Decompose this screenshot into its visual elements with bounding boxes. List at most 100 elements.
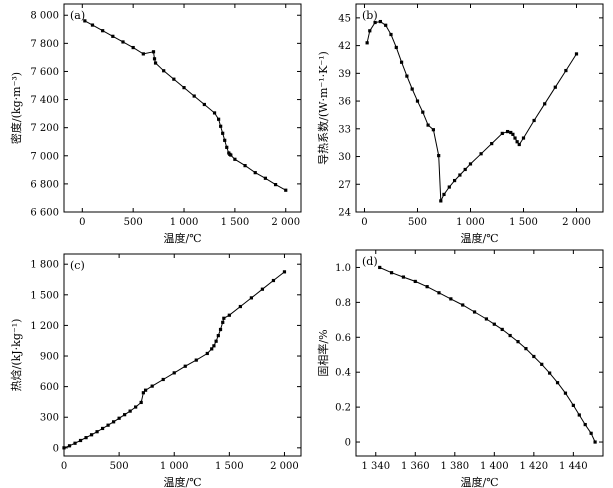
data-point (141, 52, 145, 56)
data-point (413, 279, 417, 284)
data-point (210, 347, 214, 351)
data-point (571, 403, 575, 407)
y-tick-label: 6 800 (30, 179, 59, 190)
data-point (263, 176, 267, 180)
data-point (218, 327, 223, 332)
data-point (593, 440, 597, 444)
data-point (425, 285, 429, 289)
data-point (273, 182, 278, 187)
data-point (112, 420, 116, 424)
data-point (452, 178, 457, 183)
data-point (389, 271, 394, 275)
data-point (405, 74, 409, 78)
data-point (516, 340, 520, 344)
data-point (183, 364, 187, 368)
data-point (373, 20, 377, 25)
data-point (378, 265, 382, 270)
panel-tag: (d) (362, 255, 378, 268)
data-point (212, 344, 216, 348)
panel-tag: (b) (362, 9, 378, 22)
data-point (229, 153, 233, 157)
data-point (284, 188, 288, 192)
y-axis-label: 热焓/(kJ·kg⁻¹) (9, 319, 23, 392)
data-point (505, 129, 510, 134)
y-tick-label: 1 500 (30, 290, 59, 301)
data-point (394, 45, 398, 50)
data-point (415, 99, 420, 103)
y-tick-label: 7 000 (30, 151, 59, 162)
data-point (152, 57, 157, 61)
y-tick-label: 1 800 (30, 260, 59, 271)
panel-c: 0 500 1 000 1 500 2 000 0 300 600 900 1 200 1 500 1… (9, 253, 302, 488)
data-point (219, 124, 223, 128)
data-point (532, 354, 536, 359)
data-point (205, 351, 209, 356)
data-point (100, 426, 105, 431)
data-point (225, 145, 229, 149)
data-point (249, 296, 253, 300)
data-point (421, 110, 425, 114)
x-tick-label: 1 000 (456, 217, 485, 228)
data-point (517, 142, 521, 147)
data-point (437, 291, 441, 295)
y-tick-label: 0.4 (335, 368, 351, 379)
data-point (222, 316, 226, 320)
data-point (513, 136, 517, 140)
data-point (221, 131, 225, 135)
y-tick-label: 7 600 (30, 67, 59, 78)
data-point (172, 371, 176, 375)
x-tick-label: 1 380 (440, 461, 469, 472)
y-tick-label: 45 (338, 13, 351, 24)
y-tick-label: 0.6 (335, 333, 351, 344)
data-point (217, 117, 221, 121)
x-axis-label: 温度/℃ (163, 231, 201, 245)
data-point (574, 52, 579, 56)
data-point (384, 23, 388, 27)
data-point (139, 400, 143, 405)
panel-d: 1 340 1 360 1 380 1 400 1 420 1 440 0 0.2 0.4 0.6… (316, 249, 604, 488)
panel-tag: (a) (70, 9, 85, 22)
x-tick-label: 1 000 (160, 461, 189, 472)
data-point (442, 192, 446, 197)
data-point (253, 171, 257, 175)
data-point (532, 118, 536, 123)
x-tick-label: 500 (124, 217, 143, 228)
data-point (153, 61, 158, 65)
data-point (508, 333, 512, 338)
data-point (238, 304, 242, 309)
data-point (243, 164, 247, 168)
data-point (399, 60, 404, 64)
data-point (437, 154, 441, 158)
x-tick-label: 0 (361, 217, 367, 228)
data-point (410, 87, 414, 91)
data-point (223, 138, 227, 142)
data-point (83, 19, 87, 23)
data-point (583, 422, 587, 427)
y-axis-label: 密度/(kg·m⁻³) (9, 72, 23, 144)
data-point (521, 136, 526, 140)
data-point (589, 431, 593, 435)
data-point (509, 130, 513, 135)
data-point (439, 199, 443, 203)
data-point (564, 68, 568, 73)
x-tick-label: 1 400 (480, 461, 509, 472)
y-tick-label: 42 (338, 41, 351, 52)
data-point (84, 436, 88, 440)
data-point (555, 381, 560, 385)
y-tick-label: 33 (338, 124, 351, 135)
data-point (500, 131, 504, 136)
data-point (260, 287, 265, 291)
x-axis-label: 温度/℃ (460, 231, 498, 245)
x-tick-label: 1 500 (221, 217, 250, 228)
data-point (515, 140, 519, 144)
data-point (134, 405, 138, 409)
data-point (227, 313, 231, 317)
data-point (577, 413, 581, 417)
data-point (472, 310, 477, 314)
x-tick-label: 0 (79, 217, 85, 228)
data-point (89, 433, 94, 437)
x-tick-label: 1 500 (509, 217, 538, 228)
data-point (90, 23, 95, 27)
data-point (463, 167, 467, 172)
data-point (426, 123, 430, 127)
